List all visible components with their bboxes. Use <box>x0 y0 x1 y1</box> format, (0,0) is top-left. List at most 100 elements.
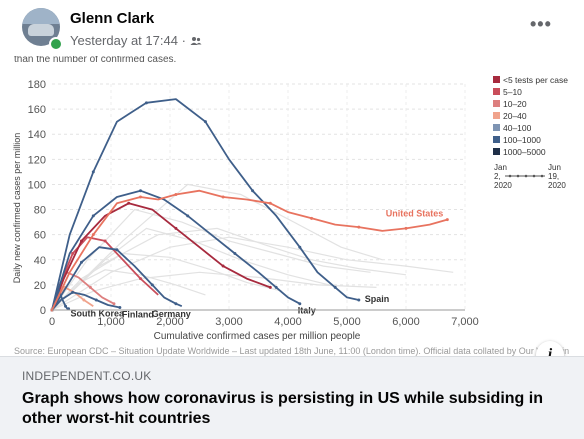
background-country-line <box>51 252 283 311</box>
legend-time-dot <box>508 174 512 178</box>
y-axis-label: Daily new confirmed cases per million <box>12 133 22 284</box>
series-point <box>150 283 154 287</box>
series-point <box>91 170 95 174</box>
series-point <box>203 120 207 124</box>
meta-separator: · <box>181 33 186 48</box>
legend-label: 20–40 <box>503 111 527 121</box>
series-point <box>174 192 178 196</box>
series-point <box>144 101 148 105</box>
series-line <box>51 202 271 311</box>
series-point <box>112 302 116 306</box>
post-meta: Yesterday at 17:44 · <box>70 33 202 48</box>
series-point <box>221 264 225 268</box>
x-tick-label: 4,000 <box>274 316 302 328</box>
legend-time-end: Jun <box>548 163 561 172</box>
background-country-line <box>51 236 454 311</box>
series-point <box>233 252 237 255</box>
legend-swatch <box>493 76 500 83</box>
chart-svg: than the number of confirmed cases. Sout… <box>12 54 569 356</box>
link-headline[interactable]: Graph shows how coronavirus is persistin… <box>22 390 543 427</box>
series-point <box>103 239 107 243</box>
series-line <box>51 291 120 311</box>
author-name[interactable]: Glenn Clark <box>70 10 155 27</box>
x-tick-label: 1,000 <box>97 316 125 328</box>
series-point <box>115 248 119 252</box>
background-country-line <box>51 269 206 311</box>
background-country-line <box>51 271 377 311</box>
legend-time-dot <box>540 174 544 178</box>
legend-time-start: 2020 <box>494 181 512 190</box>
series-point <box>310 216 314 220</box>
series-line <box>51 246 183 311</box>
series-point <box>298 302 302 306</box>
legend-swatch <box>493 148 500 155</box>
series-point <box>91 233 95 237</box>
series-point <box>357 298 361 302</box>
series-point <box>139 277 142 281</box>
chart-image[interactable]: than the number of confirmed cases. Sout… <box>0 54 584 356</box>
avatar-car <box>28 24 54 36</box>
x-tick-label: 6,000 <box>392 316 420 328</box>
chart-source-text: Source: European CDC – Situation Update … <box>14 346 569 356</box>
series-point <box>251 189 255 193</box>
background-country-line <box>51 183 383 311</box>
legend-time-start: 2, <box>494 172 501 181</box>
y-tick-label: 60 <box>34 230 46 242</box>
legend-label: 100–1000 <box>503 135 541 145</box>
legend-time-dot <box>516 174 520 178</box>
series-point <box>118 305 122 309</box>
series-point <box>64 304 68 308</box>
series-label: Finland <box>122 309 154 319</box>
x-tick-label: 2,000 <box>156 316 184 328</box>
series-point <box>82 298 86 302</box>
legend-swatch <box>493 112 500 119</box>
series-point <box>298 245 302 249</box>
background-country-line <box>51 227 407 311</box>
legend-time-start: Jan <box>494 163 507 172</box>
series-point <box>80 239 83 243</box>
series-point <box>71 290 75 294</box>
series-label: Germany <box>152 309 191 319</box>
y-tick-label: 20 <box>34 280 46 292</box>
series-point <box>91 214 95 218</box>
legend-time-end: 19, <box>548 172 559 181</box>
x-tick-label: 0 <box>49 316 55 328</box>
series-line <box>51 98 359 311</box>
series-point <box>268 285 272 289</box>
legend-label: 40–100 <box>503 123 532 133</box>
series-point <box>357 225 361 229</box>
post-header: Glenn Clark Yesterday at 17:44 · ••• <box>0 0 584 56</box>
legend-time-end: 2020 <box>548 181 566 190</box>
post-timestamp[interactable]: Yesterday at 17:44 <box>70 33 178 48</box>
series-point <box>221 195 225 199</box>
more-horizontal-icon[interactable]: ••• <box>530 14 552 34</box>
link-domain: INDEPENDENT.CO.UK <box>22 369 152 383</box>
chart-grid <box>52 83 466 311</box>
y-tick-label: 160 <box>28 104 46 116</box>
y-tick-label: 140 <box>28 129 46 141</box>
chart-background-curves <box>51 183 454 311</box>
series-label: Spain <box>365 294 390 304</box>
series-point <box>268 201 272 205</box>
series-label: United States <box>386 209 444 219</box>
series-label: Italy <box>298 306 316 316</box>
series-point <box>174 302 178 306</box>
online-status-dot <box>49 37 63 51</box>
series-point <box>139 195 142 199</box>
x-axis-label: Cumulative confirmed cases per million p… <box>154 331 361 342</box>
series-point <box>404 226 408 230</box>
link-preview[interactable]: INDEPENDENT.CO.UK Graph shows how corona… <box>0 356 584 439</box>
series-point <box>80 260 83 264</box>
series-point <box>333 285 337 289</box>
avatar[interactable] <box>22 8 60 46</box>
avatar-sky <box>22 8 60 24</box>
series-point <box>71 252 75 255</box>
y-tick-label: 100 <box>28 179 46 191</box>
legend-swatch <box>493 88 500 95</box>
legend-swatch <box>493 124 500 131</box>
series-point <box>174 226 178 230</box>
series-point <box>88 285 92 289</box>
chart-axes: 0 20 40 60 80 100 120 140 160 180 0 1,000 2,000 3,000… <box>28 79 479 328</box>
series-point <box>445 218 449 222</box>
